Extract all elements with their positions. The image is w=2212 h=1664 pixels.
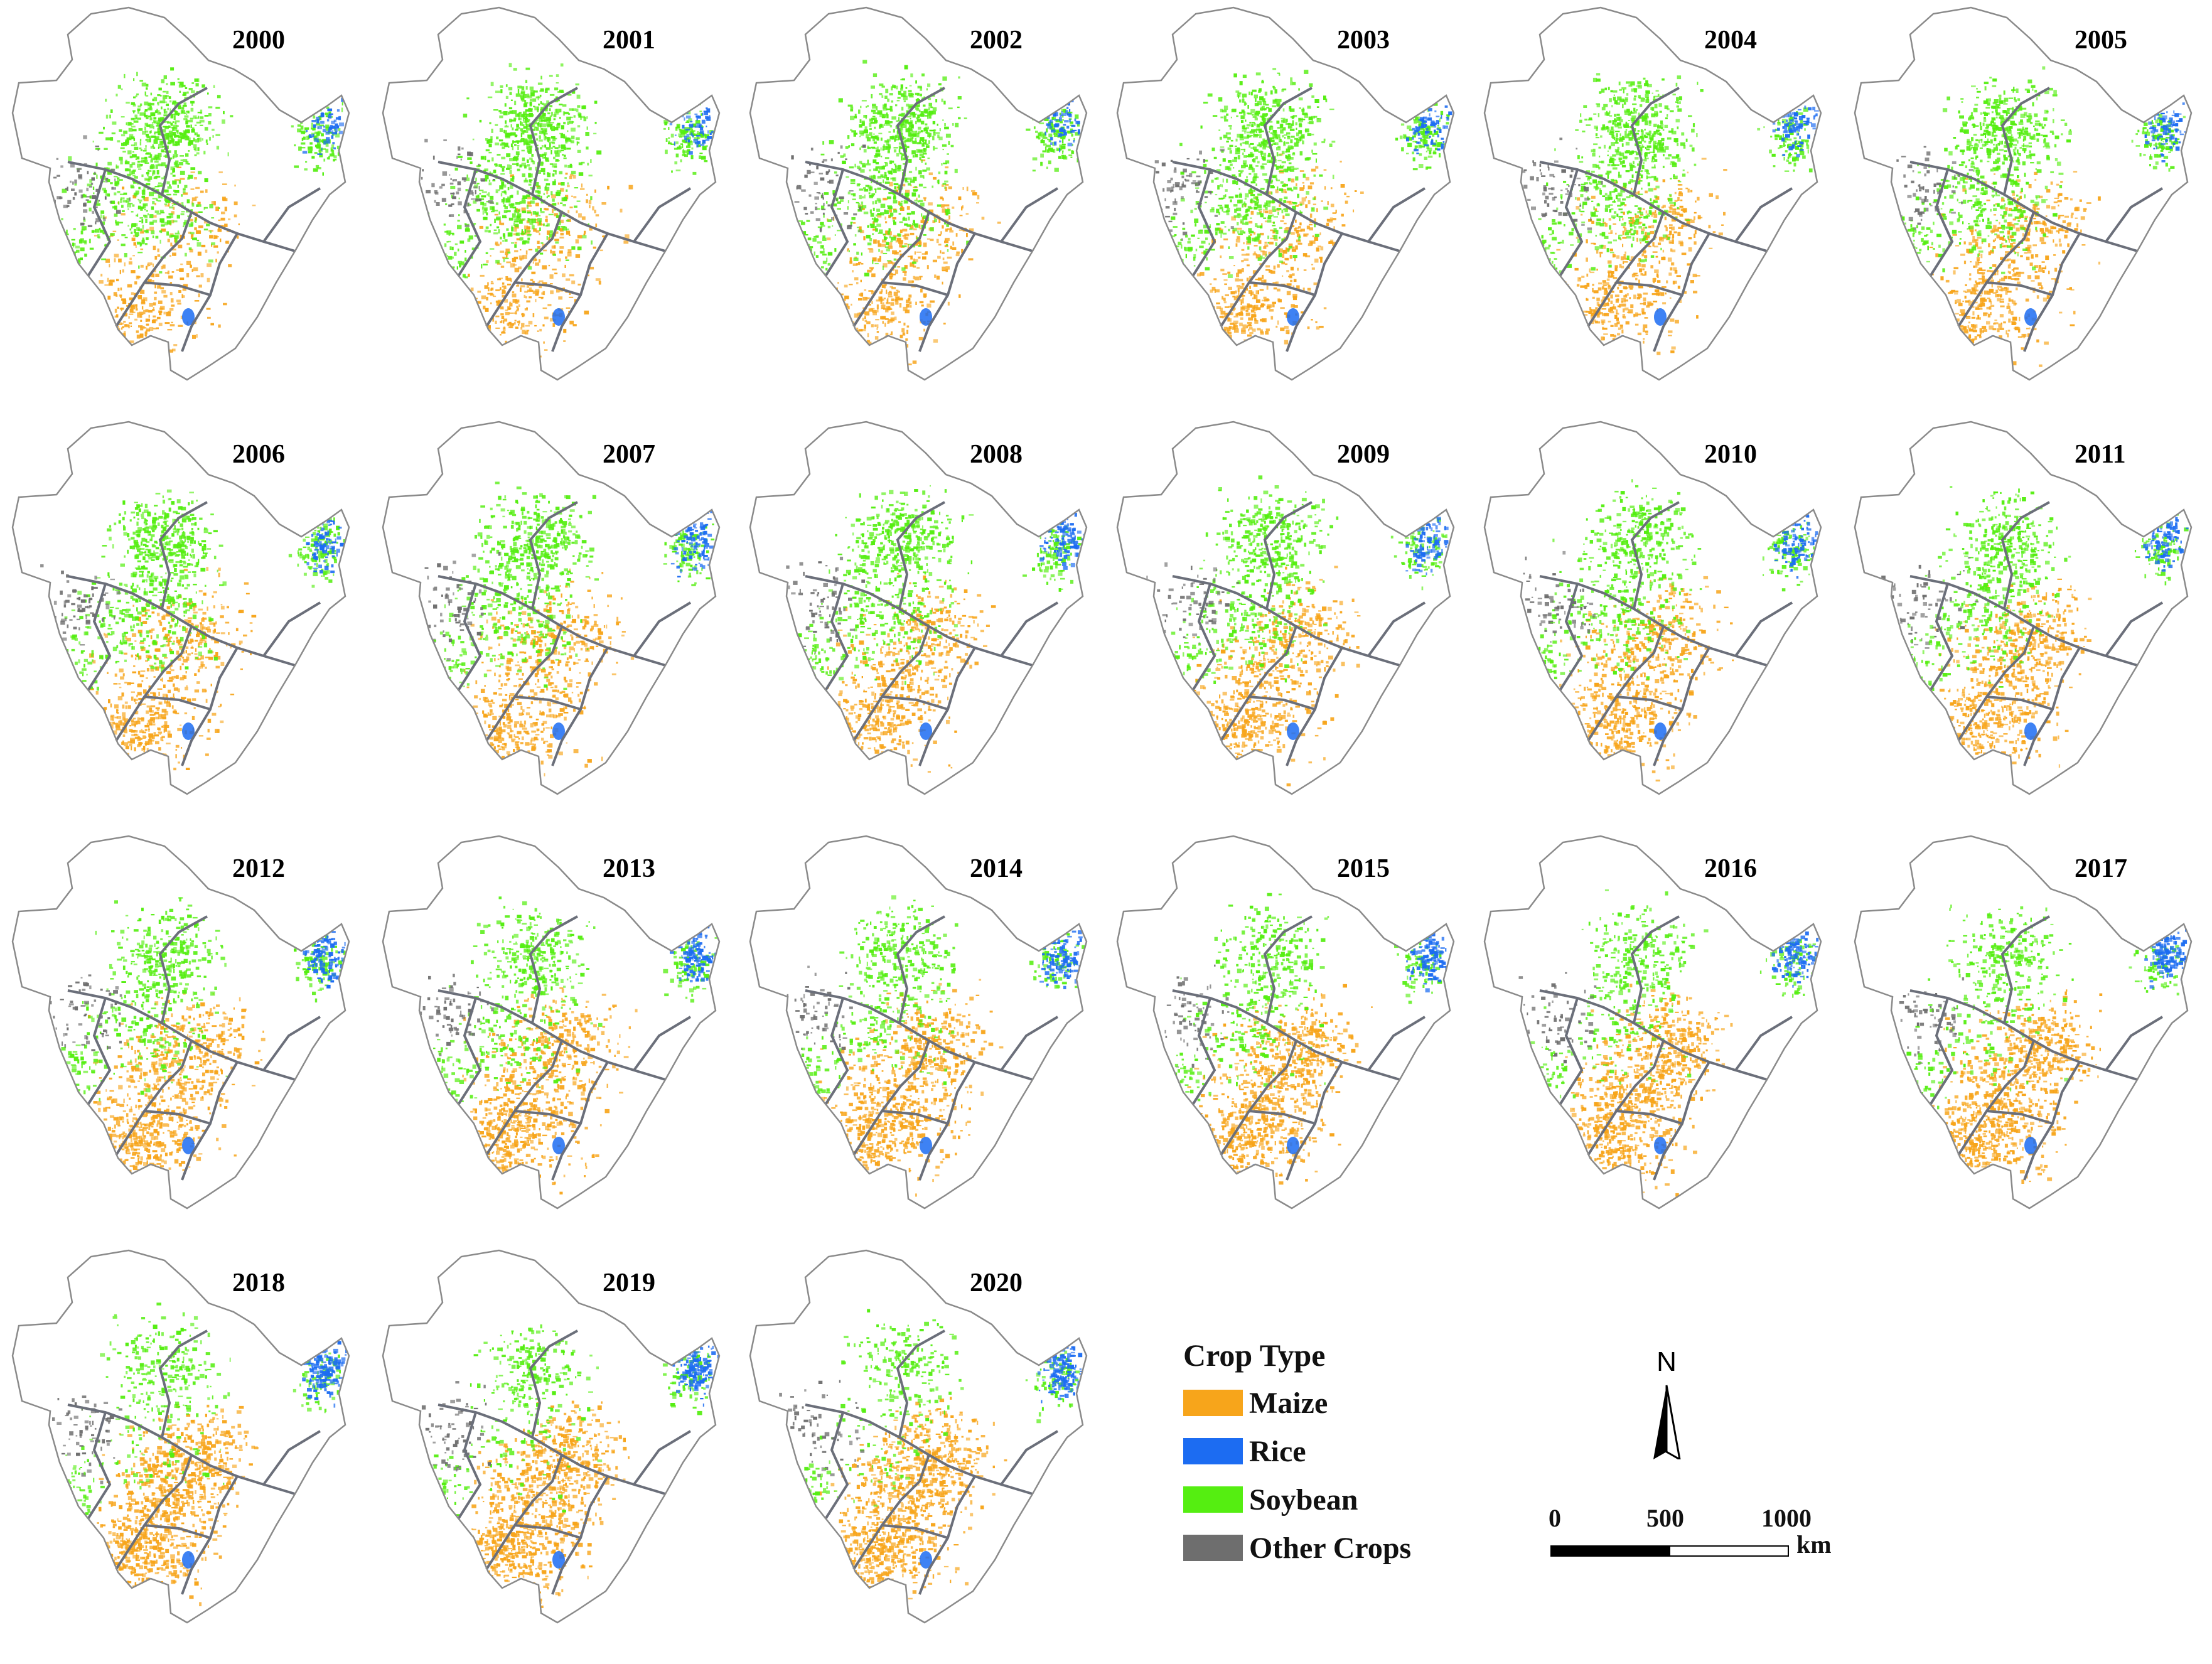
- map-panel-2014: 2014: [738, 829, 1102, 1230]
- year-label: 2006: [232, 439, 285, 470]
- crop-map-2016: [1483, 835, 1822, 1210]
- scale-bar-graphic: [1550, 1545, 1789, 1557]
- year-label: 2000: [232, 25, 285, 55]
- scale-unit: km: [1796, 1530, 1832, 1559]
- crop-map-2010: [1483, 421, 1822, 795]
- map-panel-2001: 2001: [370, 0, 734, 402]
- crop-map-2004: [1483, 6, 1822, 381]
- crop-map-2009: [1116, 421, 1455, 795]
- year-label: 2015: [1337, 854, 1390, 884]
- map-panel-2011: 2011: [1842, 414, 2206, 816]
- crop-map-2019: [382, 1249, 721, 1624]
- crop-map-2015: [1116, 835, 1455, 1210]
- map-panel-2016: 2016: [1472, 829, 1836, 1230]
- year-label: 2007: [603, 439, 655, 470]
- crop-map-2003: [1116, 6, 1455, 381]
- map-panel-2012: 2012: [0, 829, 364, 1230]
- map-panel-2002: 2002: [738, 0, 1102, 402]
- year-label: 2002: [970, 25, 1023, 55]
- north-arrow-label: N: [1638, 1346, 1695, 1378]
- year-label: 2010: [1704, 439, 1757, 470]
- crop-map-2011: [1854, 421, 2193, 795]
- map-panel-2006: 2006: [0, 414, 364, 816]
- map-panel-2018: 2018: [0, 1243, 364, 1645]
- crop-map-2005: [1854, 6, 2193, 381]
- map-panel-2020: 2020: [738, 1243, 1102, 1645]
- map-panel-2000: 2000: [0, 0, 364, 402]
- legend-item-soybean: Soybean: [1183, 1483, 1497, 1518]
- map-panel-2010: 2010: [1472, 414, 1836, 816]
- map-panel-2015: 2015: [1105, 829, 1469, 1230]
- crop-map-2008: [749, 421, 1088, 795]
- scale-bar: 0 500 1000 km: [1532, 1503, 1858, 1572]
- year-label: 2019: [603, 1268, 655, 1298]
- year-label: 2017: [2075, 854, 2127, 884]
- scale-tick-500: 500: [1646, 1503, 1684, 1533]
- crop-map-2002: [749, 6, 1088, 381]
- legend-item-other-crops: Other Crops: [1183, 1531, 1497, 1566]
- north-arrow: N: [1638, 1346, 1695, 1459]
- year-label: 2004: [1704, 25, 1757, 55]
- scale-tick-0: 0: [1549, 1503, 1561, 1533]
- legend-swatch-other-crops: [1183, 1535, 1243, 1561]
- crop-map-2018: [11, 1249, 350, 1624]
- map-panel-2003: 2003: [1105, 0, 1469, 402]
- crop-map-2012: [11, 835, 350, 1210]
- map-panel-2005: 2005: [1842, 0, 2206, 402]
- year-label: 2009: [1337, 439, 1390, 470]
- crop-map-2000: [11, 6, 350, 381]
- legend-item-maize: Maize: [1183, 1386, 1497, 1421]
- legend-swatch-maize: [1183, 1390, 1243, 1416]
- map-panel-2019: 2019: [370, 1243, 734, 1645]
- crop-map-2013: [382, 835, 721, 1210]
- map-panel-2008: 2008: [738, 414, 1102, 816]
- year-label: 2001: [603, 25, 655, 55]
- year-label: 2014: [970, 854, 1023, 884]
- north-arrow-icon: [1653, 1385, 1681, 1459]
- year-label: 2016: [1704, 854, 1757, 884]
- legend-title: Crop Type: [1183, 1337, 1325, 1373]
- map-panel-2017: 2017: [1842, 829, 2206, 1230]
- crop-map-2001: [382, 6, 721, 381]
- year-label: 2018: [232, 1268, 285, 1298]
- legend: Crop Type Maize Rice Soybean Other Crops: [1183, 1337, 1497, 1588]
- crop-map-2020: [749, 1249, 1088, 1624]
- map-panel-2007: 2007: [370, 414, 734, 816]
- crop-map-2006: [11, 421, 350, 795]
- year-label: 2012: [232, 854, 285, 884]
- year-label: 2011: [2075, 439, 2126, 470]
- crop-map-2007: [382, 421, 721, 795]
- map-panel-2009: 2009: [1105, 414, 1469, 816]
- year-label: 2008: [970, 439, 1023, 470]
- crop-map-2014: [749, 835, 1088, 1210]
- map-panel-2004: 2004: [1472, 0, 1836, 402]
- year-label: 2020: [970, 1268, 1023, 1298]
- legend-item-rice: Rice: [1183, 1434, 1497, 1469]
- legend-label-maize: Maize: [1249, 1386, 1328, 1420]
- scale-tick-1000: 1000: [1761, 1503, 1812, 1533]
- year-label: 2005: [2075, 25, 2127, 55]
- legend-swatch-soybean: [1183, 1486, 1243, 1513]
- map-panel-2013: 2013: [370, 829, 734, 1230]
- legend-label-soybean: Soybean: [1249, 1483, 1358, 1517]
- legend-label-rice: Rice: [1249, 1434, 1306, 1469]
- legend-swatch-rice: [1183, 1438, 1243, 1464]
- crop-map-2017: [1854, 835, 2193, 1210]
- year-label: 2003: [1337, 25, 1390, 55]
- legend-label-other-crops: Other Crops: [1249, 1531, 1411, 1565]
- year-label: 2013: [603, 854, 655, 884]
